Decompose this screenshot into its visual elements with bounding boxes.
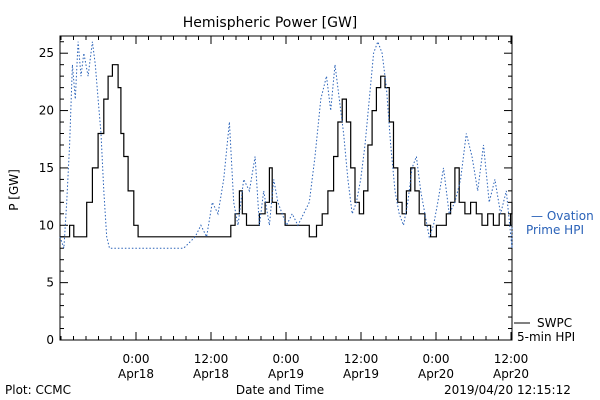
y-axis-ticks: 0 5 10 15 20 25: [39, 41, 512, 347]
legend-swpc-line2: 5-min HPI: [517, 330, 575, 344]
y-tick-label: 0: [46, 333, 54, 347]
x-tick-label-date: Apr20: [493, 367, 529, 381]
y-tick-label: 5: [46, 276, 54, 290]
legend-swpc-line1: SWPC: [537, 316, 572, 330]
chart-title: Hemispheric Power [GW]: [183, 15, 358, 31]
series-ovation-line: [59, 40, 513, 249]
x-tick-label-time: 12:00: [344, 352, 379, 366]
y-tick-label: 25: [39, 46, 54, 60]
series-swpc-line: [60, 64, 513, 238]
x-tick-label-date: Apr19: [343, 367, 379, 381]
y-tick-label: 15: [39, 161, 54, 175]
x-tick-label-time: 12:00: [194, 352, 229, 366]
y-axis-label: P [GW]: [7, 169, 21, 211]
x-tick-label-date: Apr20: [418, 367, 454, 381]
x-tick-label-date: Apr18: [118, 367, 154, 381]
series-layer: [59, 40, 513, 249]
x-tick-label-time: 12:00: [494, 352, 529, 366]
footer-plot-credit: Plot: CCMC: [5, 383, 71, 397]
x-tick-label-time: 0:00: [273, 352, 300, 366]
footer-x-axis-label: Date and Time: [236, 383, 324, 397]
x-axis-ticks: 0:00Apr1812:00Apr180:00Apr1912:00Apr190:…: [60, 36, 529, 381]
y-tick-label: 10: [39, 218, 54, 232]
x-tick-label-date: Apr18: [193, 367, 229, 381]
x-tick-label-time: 0:00: [423, 352, 450, 366]
x-tick-label-time: 0:00: [123, 352, 150, 366]
legend-ovation-line1: — Ovation: [531, 209, 594, 223]
y-tick-label: 20: [39, 104, 54, 118]
x-tick-label-date: Apr19: [268, 367, 304, 381]
legend-ovation-line2: Prime HPI: [526, 223, 584, 237]
footer-timestamp: 2019/04/20 12:15:12: [444, 383, 571, 397]
